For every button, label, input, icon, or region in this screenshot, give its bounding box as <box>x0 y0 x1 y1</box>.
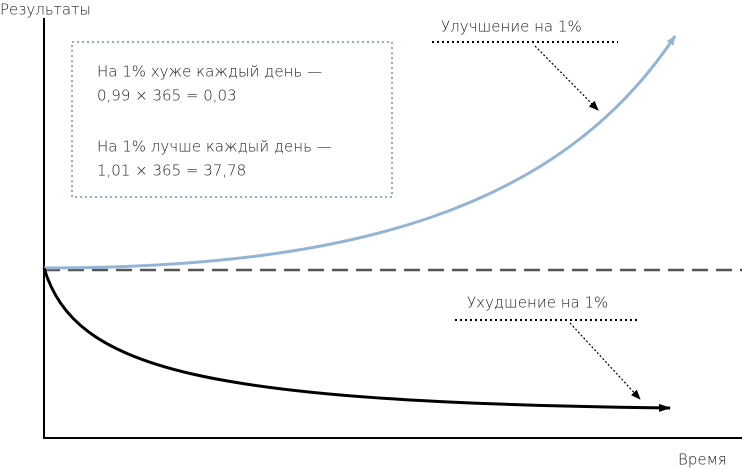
info-box <box>71 41 393 198</box>
x-axis-label: Время <box>678 451 727 469</box>
decline-curve <box>42 267 671 412</box>
upper-pointer <box>534 45 599 111</box>
upper-label: Улучшение на 1% <box>441 18 582 36</box>
box-line: На 1% лучше каждый день — <box>97 138 332 156</box>
lower-pointer <box>569 322 641 400</box>
box-line: На 1% хуже каждый день — <box>97 63 322 81</box>
y-axis-label: Результаты <box>0 1 91 19</box>
box-line: 1,01 × 365 = 37,78 <box>97 162 246 180</box>
lower-label: Ухудшение на 1% <box>467 294 608 312</box>
box-line: 0,99 × 365 = 0,03 <box>97 87 237 105</box>
improve-curve <box>43 35 677 270</box>
